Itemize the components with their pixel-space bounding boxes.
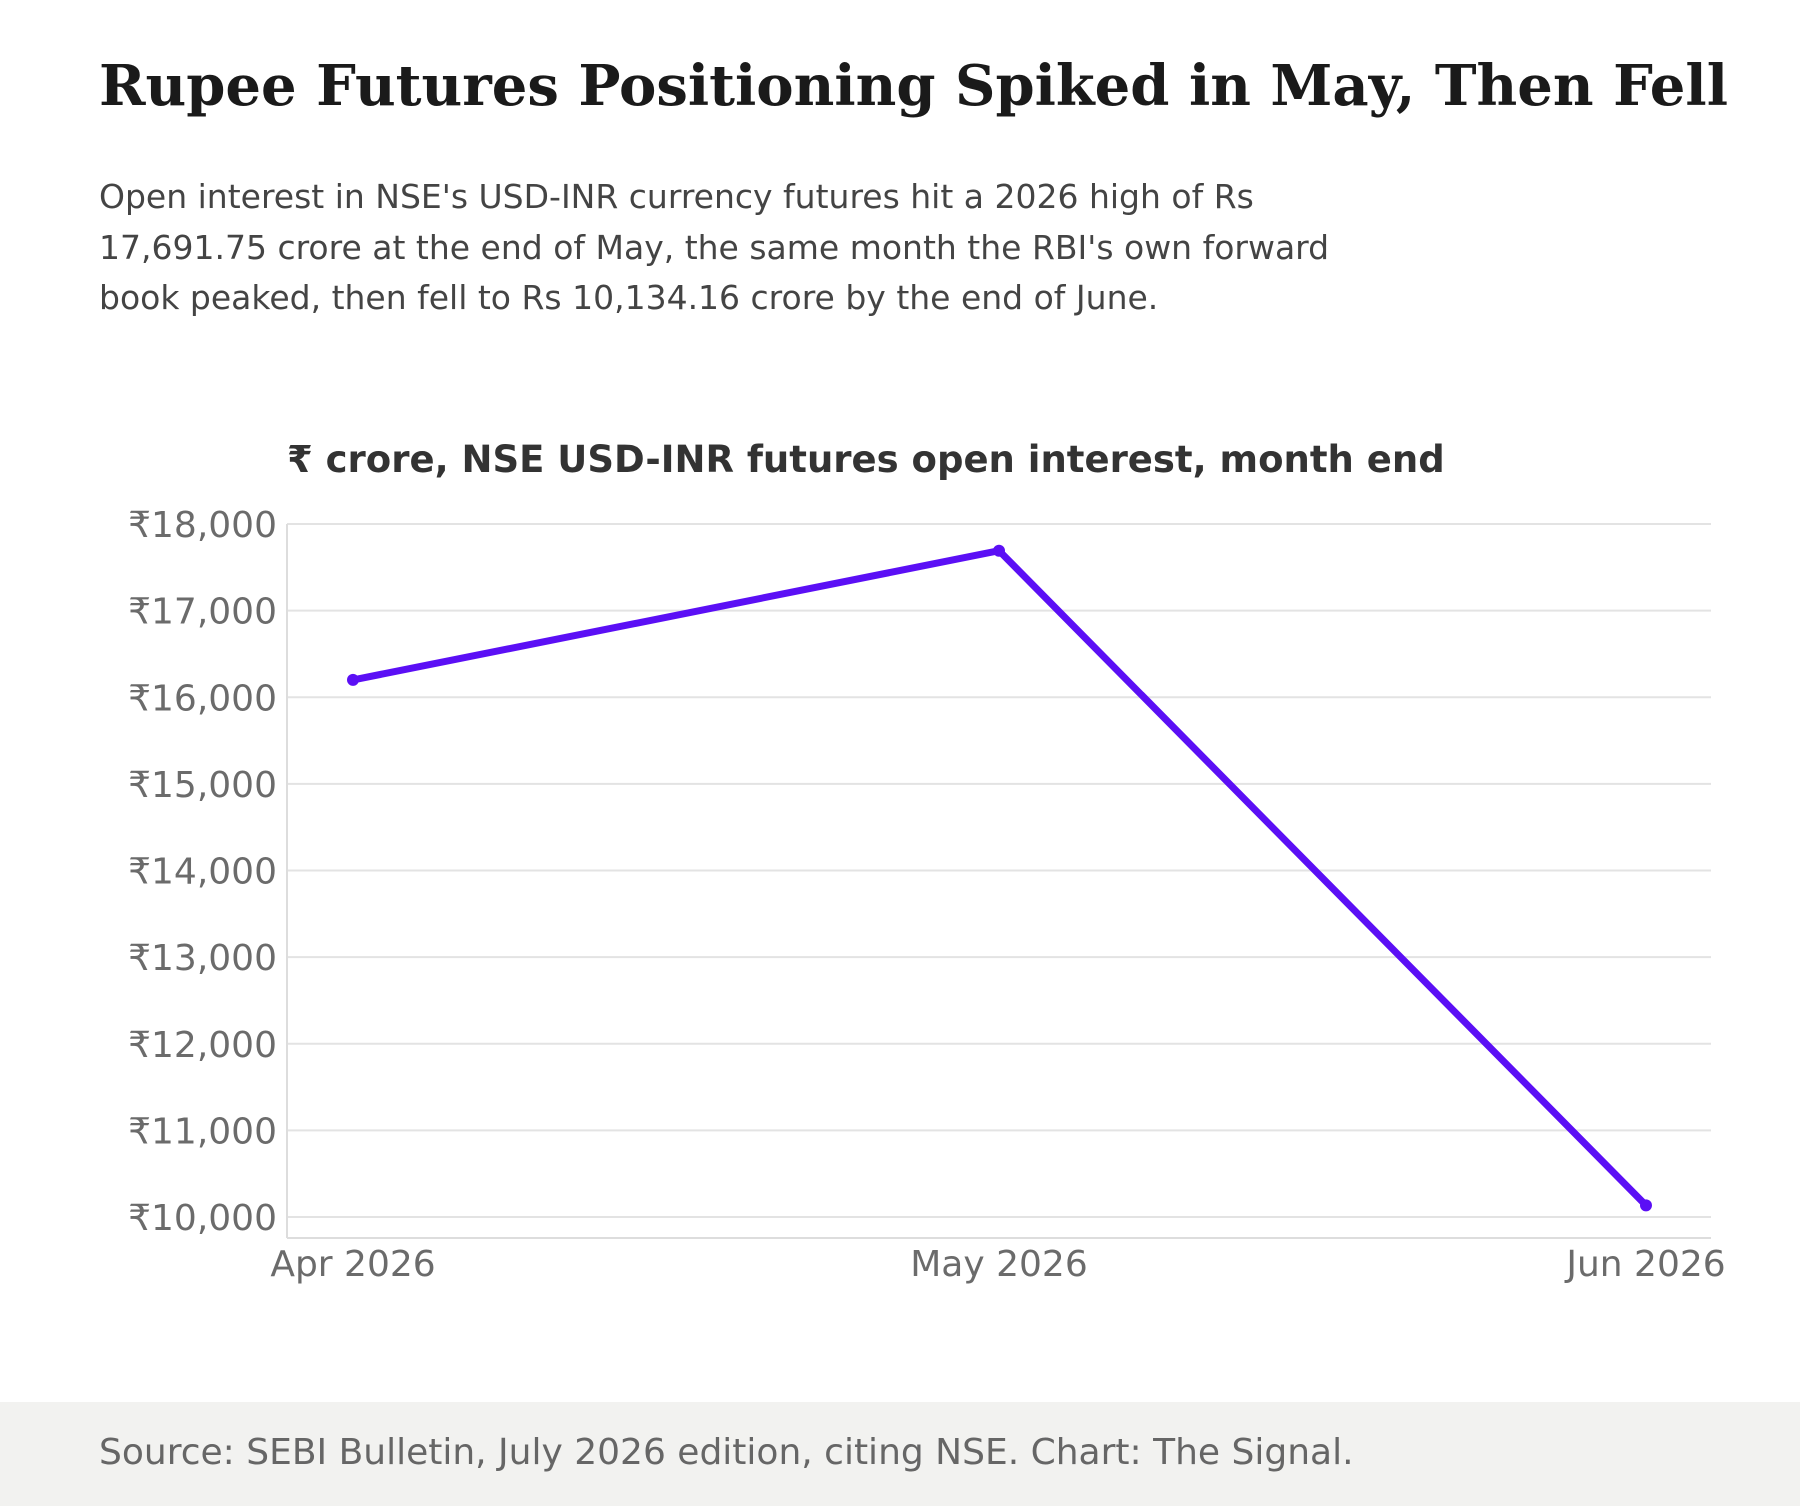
x-tick-label: May 2026 bbox=[910, 1244, 1088, 1285]
y-tick-label: ₹16,000 bbox=[128, 678, 277, 719]
data-point bbox=[347, 673, 359, 686]
y-tick-label: ₹13,000 bbox=[128, 938, 277, 979]
source-note: Source: SEBI Bulletin, July 2026 edition… bbox=[99, 1432, 1354, 1473]
chart-title: ₹ crore, NSE USD-INR futures open intere… bbox=[287, 438, 1445, 481]
page-title: Rupee Futures Positioning Spiked in May,… bbox=[99, 53, 1728, 119]
chart-subtitle: Open interest in NSE's USD-INR currency … bbox=[99, 177, 1330, 317]
gridlines bbox=[287, 523, 1711, 1218]
footer: Source: SEBI Bulletin, July 2026 edition… bbox=[0, 1402, 1800, 1506]
x-axis-tick-labels: Apr 2026 May 2026 Jun 2026 bbox=[270, 1244, 1725, 1285]
chart-svg: ₹ crore, NSE USD-INR futures open intere… bbox=[128, 438, 1726, 1285]
x-tick-label: Jun 2026 bbox=[1564, 1244, 1725, 1285]
y-tick-label: ₹12,000 bbox=[128, 1025, 277, 1066]
series-layer bbox=[347, 544, 1652, 1212]
y-tick-label: ₹18,000 bbox=[128, 505, 277, 546]
y-tick-label: ₹14,000 bbox=[128, 852, 277, 893]
series-line bbox=[349, 547, 1650, 1209]
line-chart: ₹ crore, NSE USD-INR futures open intere… bbox=[0, 430, 1800, 1310]
axes bbox=[286, 524, 1711, 1239]
data-point bbox=[993, 544, 1005, 557]
y-tick-label: ₹10,000 bbox=[128, 1198, 277, 1239]
y-axis-tick-labels: ₹10,000 ₹11,000 ₹12,000 ₹13,000 ₹14,000 ₹15,0… bbox=[128, 505, 277, 1239]
y-tick-label: ₹17,000 bbox=[128, 592, 277, 633]
x-tick-label: Apr 2026 bbox=[270, 1244, 435, 1285]
data-point bbox=[1640, 1199, 1652, 1212]
y-tick-label: ₹15,000 bbox=[128, 765, 277, 806]
y-tick-label: ₹11,000 bbox=[128, 1111, 277, 1152]
